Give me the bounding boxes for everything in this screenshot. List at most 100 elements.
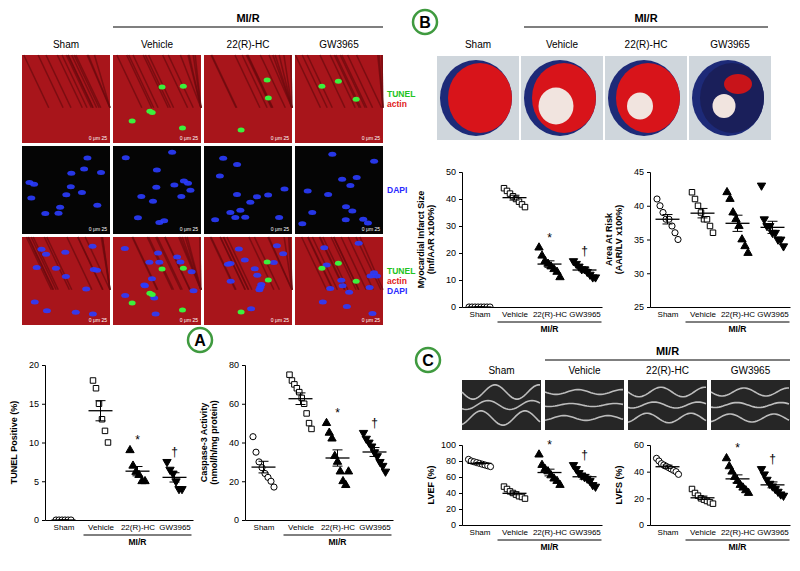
sem-cap: [510, 491, 520, 492]
nucleus: [324, 192, 332, 197]
fiber: [223, 237, 248, 290]
fiber: [168, 55, 193, 108]
micrograph: [204, 55, 292, 143]
y-axis-title: Caspase-3 Activity: [199, 403, 209, 483]
fiber: [269, 237, 292, 290]
fiber: [185, 237, 201, 290]
y-tick-label: 60: [446, 472, 456, 482]
sem-cap: [698, 496, 708, 497]
group-header: MI/R: [236, 12, 259, 24]
sem-cap: [663, 223, 673, 224]
channel-label: TUNEL: [387, 89, 415, 99]
nucleus: [270, 260, 278, 265]
x-tick-label: Sham: [658, 528, 679, 537]
heart-photos: [437, 56, 771, 140]
panel-letter: A: [194, 332, 206, 349]
nucleus: [235, 246, 243, 251]
echo-trace: [628, 402, 706, 408]
nucleus: [226, 261, 234, 266]
nucleus: [154, 251, 162, 256]
marks: [52, 378, 187, 520]
data-point: [178, 487, 186, 494]
y-axis-line: [647, 446, 651, 526]
tunel-spot: [264, 259, 271, 264]
y-axis: 0204060: [634, 440, 651, 530]
fiber: [31, 237, 56, 290]
sem-cap: [475, 307, 485, 308]
nucleus: [155, 260, 163, 265]
x-tick-label: Sham: [658, 310, 679, 319]
x-axis: ShamVehicle22(R)-HCGW3965: [651, 307, 791, 319]
y-tick-label: 20: [446, 248, 456, 258]
sem-cap: [733, 231, 743, 232]
y-tick: 0: [234, 515, 245, 525]
scale-bar-label: 0 μm 25: [362, 226, 380, 232]
fiber: [133, 55, 158, 108]
sem-bar: [549, 469, 550, 476]
nucleus: [72, 310, 80, 315]
y-tick-label: 50: [446, 167, 456, 177]
heart: [532, 63, 596, 133]
fiber: [323, 237, 348, 290]
sem-cap: [580, 271, 590, 272]
nucleus: [342, 217, 350, 222]
echo-trace: [711, 403, 789, 408]
data-point: [105, 440, 110, 445]
marks: [466, 185, 600, 307]
y-tick-mark: [459, 493, 462, 494]
tunel-spot: [265, 95, 272, 100]
x-tick: Vehicle: [690, 307, 716, 319]
nucleus: [226, 210, 234, 215]
y-tick-label: 25: [634, 302, 644, 312]
tunel-spot: [179, 307, 186, 312]
y-axis: 020406080: [229, 360, 246, 525]
data-point: [301, 401, 306, 406]
nucleus: [298, 221, 306, 226]
y-tick-mark: [42, 520, 45, 521]
data-point: [322, 418, 330, 425]
echo-trace: [462, 385, 540, 399]
nucleus: [219, 156, 227, 161]
column-header: Vehicle: [141, 39, 174, 50]
y-tick-mark: [459, 525, 462, 526]
x-tick-label: GW3965: [757, 310, 789, 319]
nucleus: [246, 200, 254, 205]
y-tick: 60: [229, 399, 245, 409]
photo-background: [605, 56, 687, 140]
heart: [448, 63, 512, 133]
echo-trace: [462, 401, 540, 410]
data-point: [126, 445, 134, 452]
nucleus: [247, 306, 255, 311]
x-tick: Sham: [54, 520, 75, 532]
scale-bar-label: 0 μm 25: [362, 317, 380, 323]
y-tick: 0: [451, 520, 462, 530]
y-axis-title: Myocardial Infarct Size: [416, 191, 426, 289]
sem-bar: [584, 474, 585, 479]
scale-bar-label: 0 μm 25: [180, 135, 198, 141]
scale-bar-label: 0 μm 25: [271, 317, 289, 323]
panel-letter-circle: [416, 348, 440, 372]
y-tick: 30: [634, 269, 650, 279]
x-tick-label: Vehicle: [502, 310, 528, 319]
scale-bar-label: 0 μm 25: [271, 135, 289, 141]
sem-cap: [768, 481, 778, 482]
tunel-spot: [335, 261, 342, 266]
nucleus: [370, 270, 378, 275]
nucleus: [67, 184, 75, 189]
y-tick: 25: [634, 302, 650, 312]
y-tick-mark: [459, 172, 462, 173]
fiber: [76, 55, 101, 108]
y-tick-label: 60: [229, 399, 239, 409]
nucleus: [61, 250, 69, 255]
x-tick-label: GW3965: [359, 523, 391, 532]
data-point: [722, 454, 730, 461]
nucleus: [137, 194, 145, 199]
sem-cap: [545, 469, 555, 470]
y-tick-mark: [459, 509, 462, 510]
nucleus: [152, 185, 160, 190]
nucleus: [328, 152, 336, 157]
channel-label: TUNEL: [387, 266, 415, 276]
data-point: [522, 496, 527, 501]
nucleus: [97, 170, 105, 175]
echo-trace: [711, 388, 789, 396]
